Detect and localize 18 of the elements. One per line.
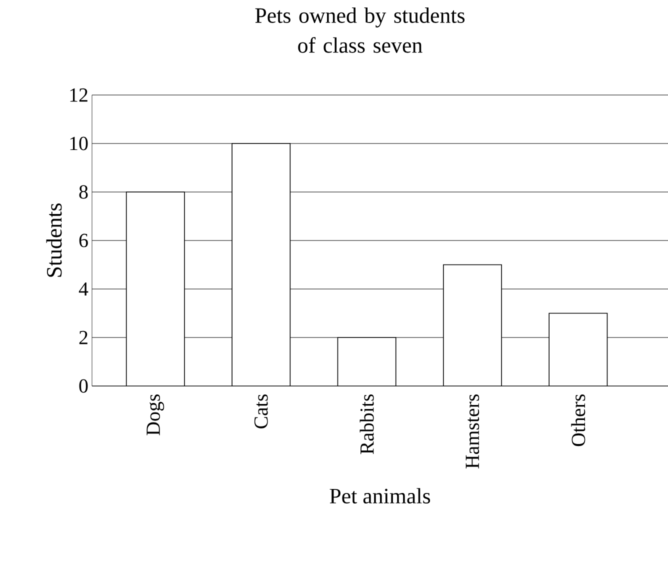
y-tick-label: 0 (79, 379, 88, 393)
x-tick-label: Rabbits (360, 394, 374, 454)
y-tick-label: 6 (79, 234, 88, 248)
bar (126, 192, 185, 386)
x-tick-label: Dogs (146, 394, 164, 436)
bar (232, 143, 291, 386)
x-axis-title: Pet animals (330, 488, 430, 504)
y-tick-label: 4 (78, 282, 88, 296)
y-axis-title: Students (46, 204, 62, 277)
y-tick-label: 2 (79, 330, 88, 344)
x-tick-label: Cats (254, 394, 268, 428)
bar (337, 337, 396, 386)
chart-title: Pets owned by students of class seven (255, 8, 465, 53)
y-tick-label: 8 (79, 185, 88, 199)
y-tick-label: 12 (70, 88, 88, 102)
x-tick-label: Hamsters (466, 394, 480, 468)
y-tick-label: 10 (70, 136, 88, 150)
x-tick-label: Others (571, 394, 586, 446)
